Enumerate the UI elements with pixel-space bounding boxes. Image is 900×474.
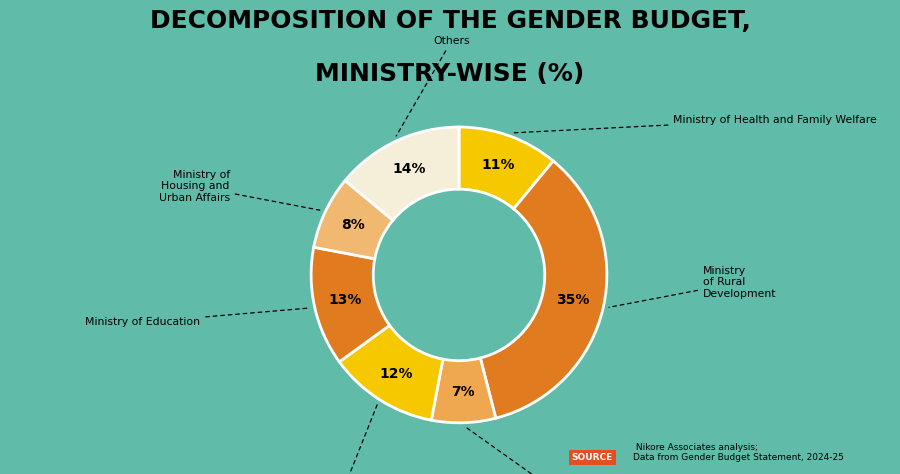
Wedge shape [481, 161, 607, 418]
Text: Ministry of Education: Ministry of Education [86, 308, 309, 327]
Text: 13%: 13% [328, 293, 362, 308]
Text: 8%: 8% [341, 218, 365, 232]
Wedge shape [459, 127, 554, 209]
Text: Nikore Associates analysis;
Data from Gender Budget Statement, 2024-25: Nikore Associates analysis; Data from Ge… [633, 443, 843, 462]
Text: Ministry of Drinking Water
and Sanitation: Ministry of Drinking Water and Sanitatio… [262, 405, 404, 474]
Text: 35%: 35% [556, 293, 590, 308]
Text: 7%: 7% [451, 385, 474, 399]
Text: Others: Others [396, 36, 470, 136]
Wedge shape [311, 247, 390, 362]
Wedge shape [314, 181, 393, 259]
Text: 12%: 12% [380, 366, 413, 381]
Text: SOURCE: SOURCE [572, 453, 613, 462]
Text: 14%: 14% [392, 162, 426, 176]
Wedge shape [339, 325, 443, 420]
Text: 11%: 11% [482, 158, 516, 172]
Text: MINISTRY-WISE (%): MINISTRY-WISE (%) [315, 62, 585, 86]
Wedge shape [431, 358, 496, 423]
Text: DECOMPOSITION OF THE GENDER BUDGET,: DECOMPOSITION OF THE GENDER BUDGET, [149, 9, 751, 34]
Text: Ministry of Women and Child
Development: Ministry of Women and Child Development [466, 427, 668, 474]
Text: Ministry of
Housing and
Urban Affairs: Ministry of Housing and Urban Affairs [158, 170, 320, 210]
Text: Ministry
of Rural
Development: Ministry of Rural Development [609, 266, 777, 307]
Text: Ministry of Health and Family Welfare: Ministry of Health and Family Welfare [513, 115, 878, 133]
Wedge shape [345, 127, 459, 220]
